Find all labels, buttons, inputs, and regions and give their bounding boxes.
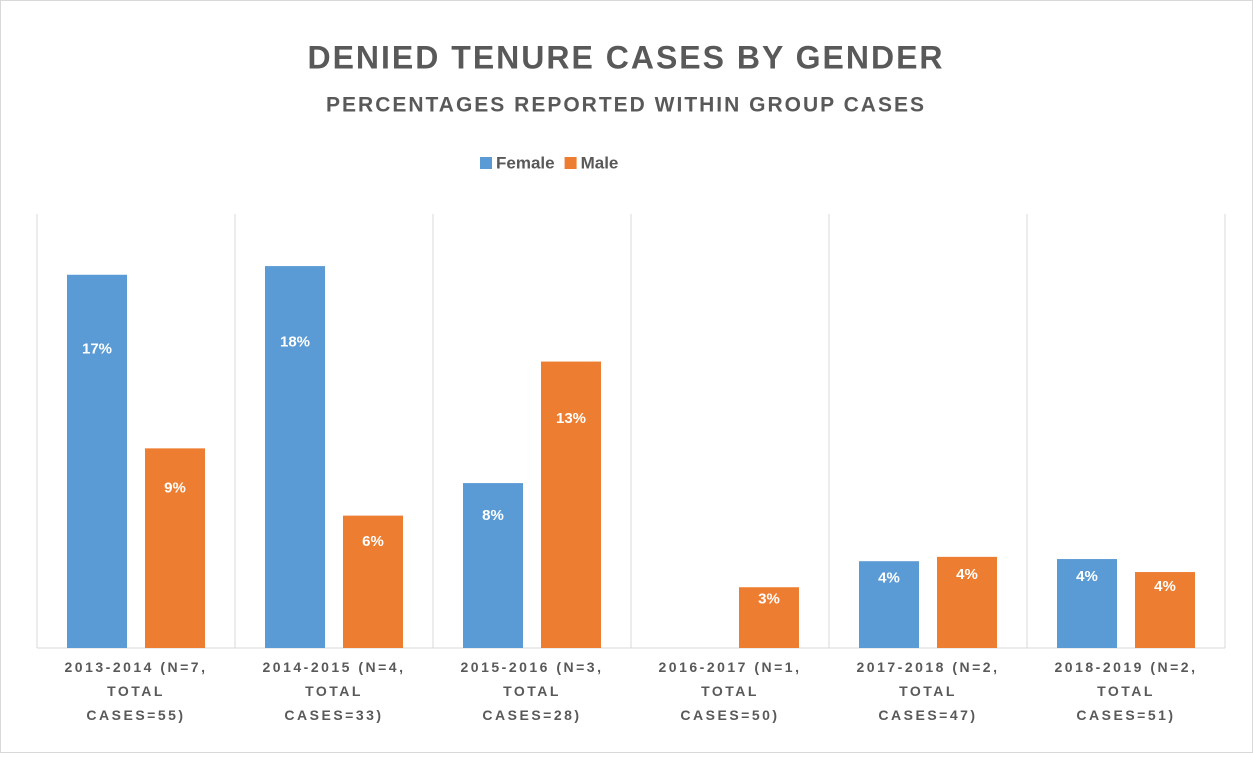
- x-tick-label: 2015-2016 (N=3, TOTAL CASES=28): [461, 659, 604, 723]
- bar: [1135, 572, 1195, 648]
- bar: [343, 515, 403, 648]
- data-label: 18%: [280, 333, 310, 350]
- data-label: 13%: [556, 410, 586, 427]
- bar: [859, 561, 919, 648]
- data-label: 4%: [878, 570, 900, 587]
- data-label: 9%: [164, 479, 186, 496]
- x-tick-label: 2018-2019 (N=2, TOTAL CASES=51): [1055, 659, 1198, 723]
- bar: [145, 448, 205, 648]
- chart-subtitle: PERCENTAGES REPORTED WITHIN GROUP CASES: [326, 94, 926, 117]
- data-label: 4%: [956, 566, 978, 583]
- bar: [1057, 559, 1117, 648]
- bar: [937, 556, 997, 648]
- data-label: 4%: [1076, 568, 1098, 585]
- x-tick-label: 2017-2018 (N=2, TOTAL CASES=47): [857, 659, 1000, 723]
- data-label: 17%: [82, 340, 112, 357]
- legend-label: Female: [496, 153, 555, 172]
- data-label: 3%: [758, 590, 780, 607]
- data-label: 8%: [482, 507, 504, 524]
- bar: [739, 587, 799, 648]
- data-label: 4%: [1154, 578, 1176, 595]
- x-tick-label: 2014-2015 (N=4, TOTAL CASES=33): [263, 659, 406, 723]
- data-label: 6%: [362, 533, 384, 550]
- x-tick-label: 2013-2014 (N=7, TOTAL CASES=55): [65, 659, 208, 723]
- x-tick-label: 2016-2017 (N=1, TOTAL CASES=50): [659, 659, 802, 723]
- legend: Female Male: [480, 153, 618, 172]
- legend-label: Male: [581, 153, 619, 172]
- bar: [265, 266, 325, 648]
- chart-title: DENIED TENURE CASES BY GENDER: [307, 39, 944, 75]
- legend-swatch: [564, 157, 577, 169]
- bar: [67, 274, 127, 648]
- legend-swatch: [480, 157, 492, 169]
- bar: [541, 361, 601, 648]
- bar: [463, 483, 523, 648]
